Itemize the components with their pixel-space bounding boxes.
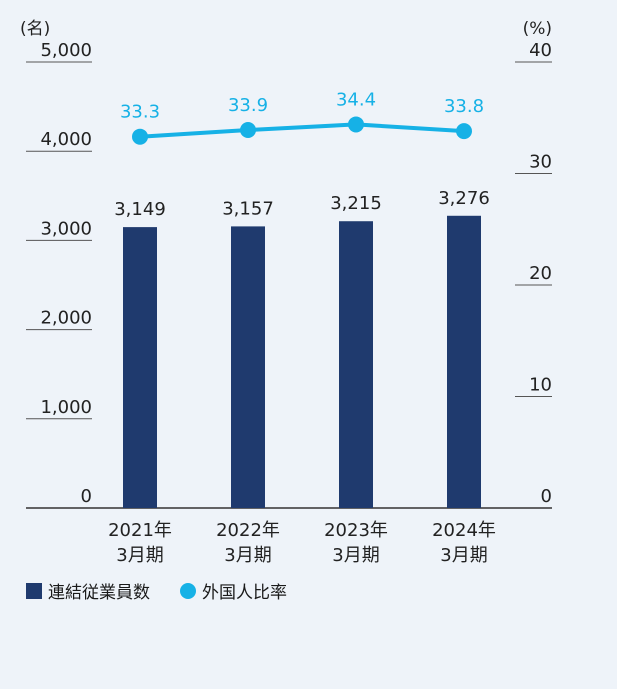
right-tick-label: 0 [541,486,552,507]
bar-value-label: 3,215 [330,193,382,214]
left-axis-unit: (名) [20,19,50,39]
right-tick-label: 30 [529,152,552,173]
right-axis-unit: (%) [523,19,552,39]
left-tick-label: 0 [81,486,92,507]
x-tick-label-year: 2024年 [432,520,496,541]
bar-value-label: 3,157 [222,198,274,219]
legend-swatch-bar [26,582,42,599]
line-foreign-ratio [139,122,465,139]
line-value-label: 33.9 [228,95,268,116]
left-tick-label: 5,000 [40,40,92,61]
right-tick-label: 10 [529,375,552,396]
line-point-foreign-ratio [348,116,364,133]
x-tick-label-period: 3月期 [224,545,271,566]
x-tick-label-year: 2022年 [216,520,280,541]
bar-value-label: 3,276 [438,188,490,209]
legend-label-foreign-ratio: 外国人比率 [202,583,287,603]
line-value-label: 33.8 [444,96,484,117]
x-tick-label-year: 2021年 [108,520,172,541]
line-point-foreign-ratio [240,122,256,139]
bar-employees [447,215,481,508]
x-tick-label-period: 3月期 [116,545,163,566]
right-tick-label: 20 [529,263,552,284]
legend-item-employees: 連結従業員数 [26,578,150,603]
bar-employees [339,221,373,509]
legend-label-employees: 連結従業員数 [48,583,150,603]
right-tick-label: 40 [529,40,552,61]
left-tick-label: 4,000 [40,129,92,150]
left-tick-label: 3,000 [40,218,92,239]
line-point-foreign-ratio [132,128,148,145]
bar-value-label: 3,149 [114,199,166,220]
left-tick-label: 2,000 [40,308,92,329]
line-point-foreign-ratio [456,123,472,140]
bar-employees [123,227,157,509]
x-tick-label-period: 3月期 [332,545,379,566]
legend-swatch-dot [180,582,196,599]
left-tick-label: 1,000 [40,397,92,418]
line-value-label: 33.3 [120,102,160,123]
x-tick-label-period: 3月期 [440,545,487,566]
legend-item-foreign-ratio: 外国人比率 [180,578,287,603]
legend: 連結従業員数 外国人比率 [26,578,317,603]
x-tick-label-year: 2023年 [324,520,388,541]
line-value-label: 34.4 [336,89,376,110]
bar-employees [231,226,265,508]
